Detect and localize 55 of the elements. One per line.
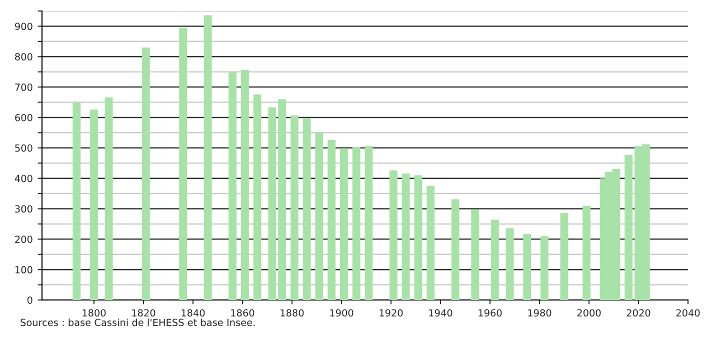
bar bbox=[90, 110, 98, 300]
bar bbox=[426, 186, 435, 300]
y-tick-label: 600 bbox=[15, 114, 32, 122]
y-tick-label: 300 bbox=[15, 205, 32, 213]
x-tick-label: 1960 bbox=[478, 309, 502, 317]
bar bbox=[540, 236, 548, 300]
x-tick-label: 2020 bbox=[626, 309, 650, 317]
x-tick-label: 2000 bbox=[577, 309, 601, 317]
y-tick-label: 700 bbox=[15, 84, 32, 91]
x-tick-label: 1860 bbox=[231, 309, 254, 317]
bar bbox=[560, 212, 568, 300]
bar bbox=[290, 115, 298, 300]
bar bbox=[364, 146, 373, 300]
y-tick-label: 400 bbox=[14, 174, 32, 182]
bar bbox=[179, 28, 188, 300]
y-tick-label: 0 bbox=[27, 296, 32, 304]
bar bbox=[414, 175, 422, 300]
bar bbox=[241, 70, 249, 300]
bar bbox=[142, 48, 150, 300]
bar bbox=[278, 99, 286, 300]
bar bbox=[104, 97, 113, 300]
bar bbox=[340, 148, 348, 300]
x-tick-label: 1900 bbox=[330, 309, 354, 317]
x-tick-label: 1840 bbox=[182, 309, 205, 317]
bar bbox=[204, 15, 212, 300]
y-tick-label: 200 bbox=[15, 236, 32, 243]
bar bbox=[72, 102, 81, 300]
bar bbox=[315, 132, 324, 300]
x-tick-label: 1800 bbox=[82, 309, 106, 317]
y-tick-label: 900 bbox=[15, 22, 32, 30]
bar bbox=[402, 173, 410, 300]
x-tick-label: 1980 bbox=[528, 309, 552, 317]
x-tick-label: 2040 bbox=[676, 309, 700, 317]
bar bbox=[582, 206, 590, 300]
bar bbox=[506, 228, 514, 300]
bar bbox=[490, 220, 499, 300]
bar bbox=[253, 94, 262, 300]
bar bbox=[352, 146, 360, 300]
bar bbox=[624, 154, 633, 300]
bar bbox=[268, 107, 276, 300]
bar bbox=[328, 140, 336, 300]
bar bbox=[302, 118, 311, 300]
bar bbox=[471, 209, 480, 300]
x-tick-label: 1940 bbox=[429, 309, 452, 317]
y-tick-label: 100 bbox=[15, 266, 32, 274]
bar bbox=[523, 234, 532, 300]
x-tick-label: 1920 bbox=[380, 309, 403, 317]
source-note: Sources : base Cassini de l'EHESS et base Insee. bbox=[20, 318, 255, 326]
y-tick-label: 500 bbox=[15, 144, 32, 152]
bar bbox=[228, 72, 237, 300]
bar bbox=[390, 170, 398, 300]
x-tick-label: 1820 bbox=[132, 309, 156, 317]
y-tick-label: 800 bbox=[15, 53, 32, 60]
bar bbox=[451, 199, 460, 300]
x-tick-label: 1880 bbox=[280, 309, 304, 317]
